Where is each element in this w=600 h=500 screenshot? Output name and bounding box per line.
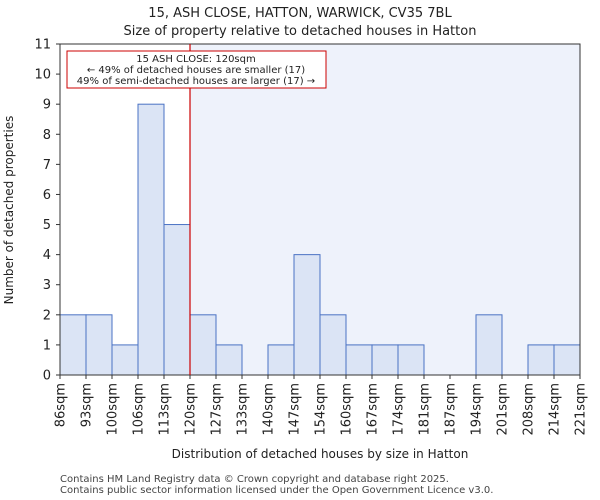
bar (59, 314, 87, 376)
y-axis-label: Number of detached properties (2, 116, 16, 305)
x-tick-label: 194sqm (470, 383, 485, 436)
bar (553, 344, 581, 376)
x-axis-label: Distribution of detached houses by size … (172, 447, 469, 461)
bar (163, 224, 191, 376)
y-tick-label: 5 (43, 218, 51, 233)
bar (345, 344, 373, 376)
y-tick-label: 7 (43, 158, 51, 173)
x-tick-label: 187sqm (444, 383, 459, 436)
x-tick-label: 106sqm (132, 383, 147, 436)
y-tick-label: 0 (43, 369, 51, 384)
y-tick-label: 3 (43, 278, 51, 293)
bar (215, 344, 243, 376)
x-tick-label: 113sqm (158, 383, 173, 436)
bar (397, 344, 425, 376)
bar (189, 314, 217, 376)
chart-title-subtitle: Size of property relative to detached ho… (123, 24, 477, 39)
x-tick-label: 174sqm (392, 383, 407, 436)
y-tick-label: 4 (43, 248, 51, 263)
chart-title-address: 15, ASH CLOSE, HATTON, WARWICK, CV35 7BL (148, 6, 452, 21)
annotation-line: 15 ASH CLOSE: 120sqm (136, 54, 255, 65)
y-tick-label: 2 (43, 308, 51, 323)
x-tick-label: 221sqm (574, 383, 589, 436)
x-tick-label: 127sqm (210, 383, 225, 436)
footer-copyright: Contains HM Land Registry data © Crown c… (60, 474, 449, 485)
y-tick-label: 10 (34, 68, 51, 83)
y-tick-label: 11 (34, 38, 51, 53)
footer-licence: Contains public sector information licen… (60, 485, 494, 496)
bar (111, 344, 139, 376)
x-tick-label: 120sqm (184, 383, 199, 436)
x-tick-label: 208sqm (522, 383, 537, 436)
y-tick-label: 1 (43, 338, 51, 353)
annotation-line: ← 49% of detached houses are smaller (17… (87, 65, 305, 76)
y-tick-label: 9 (43, 98, 51, 113)
y-tick-label: 6 (43, 188, 51, 203)
x-tick-label: 140sqm (262, 383, 277, 436)
bar (371, 344, 399, 376)
x-tick-label: 93sqm (80, 383, 95, 427)
bar (267, 344, 295, 376)
x-tick-label: 201sqm (496, 383, 511, 436)
bar (293, 254, 321, 376)
x-tick-label: 167sqm (366, 383, 381, 436)
bar (475, 314, 503, 376)
bar (319, 314, 347, 376)
annotation-line: 49% of semi-detached houses are larger (… (77, 76, 315, 87)
bar (137, 103, 165, 376)
x-tick-label: 100sqm (106, 383, 121, 436)
x-tick-label: 133sqm (236, 383, 251, 436)
highlight-region (190, 44, 580, 375)
x-tick-label: 181sqm (418, 383, 433, 436)
y-tick-label: 8 (43, 128, 51, 143)
x-tick-label: 147sqm (288, 383, 303, 436)
x-tick-label: 214sqm (548, 383, 563, 436)
annotation-box (66, 50, 327, 89)
x-tick-label: 154sqm (314, 383, 329, 436)
x-tick-label: 86sqm (54, 383, 69, 427)
bar (527, 344, 555, 376)
bar (85, 314, 113, 376)
x-tick-label: 160sqm (340, 383, 355, 436)
